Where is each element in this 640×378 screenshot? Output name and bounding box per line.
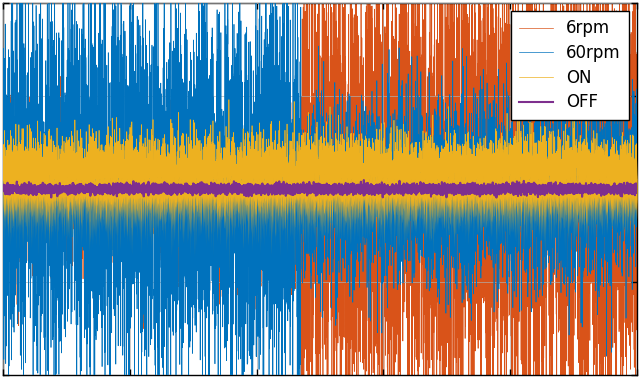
ON [503, 156, 511, 161]
6rpm [228, 240, 236, 245]
ON [271, 180, 279, 185]
Line: 60rpm: 60rpm [3, 0, 637, 378]
ON [634, 169, 640, 174]
ON [0, 162, 6, 166]
OFF [493, 195, 500, 200]
Line: OFF: OFF [3, 180, 637, 198]
6rpm [634, 123, 640, 127]
Legend: 6rpm, 60rpm, ON, OFF: 6rpm, 60rpm, ON, OFF [511, 11, 629, 120]
60rpm [402, 143, 410, 148]
Line: 6rpm: 6rpm [3, 0, 637, 378]
60rpm [634, 93, 640, 97]
OFF [31, 183, 38, 187]
ON [228, 177, 236, 181]
6rpm [469, 166, 477, 170]
OFF [503, 188, 511, 193]
OFF [0, 188, 6, 193]
ON [469, 157, 477, 162]
OFF [228, 189, 236, 194]
6rpm [31, 164, 38, 169]
60rpm [374, 143, 382, 148]
60rpm [228, 212, 236, 217]
60rpm [0, 143, 6, 147]
OFF [374, 187, 382, 192]
60rpm [31, 183, 38, 187]
60rpm [503, 255, 511, 259]
OFF [634, 185, 640, 190]
ON [402, 173, 410, 178]
ON [225, 98, 233, 102]
6rpm [503, 152, 511, 157]
ON [31, 162, 38, 166]
OFF [402, 186, 410, 190]
OFF [360, 178, 367, 182]
6rpm [0, 188, 6, 192]
OFF [469, 188, 477, 192]
6rpm [402, 244, 410, 249]
ON [374, 177, 382, 181]
Line: ON: ON [3, 100, 637, 183]
60rpm [469, 182, 477, 187]
